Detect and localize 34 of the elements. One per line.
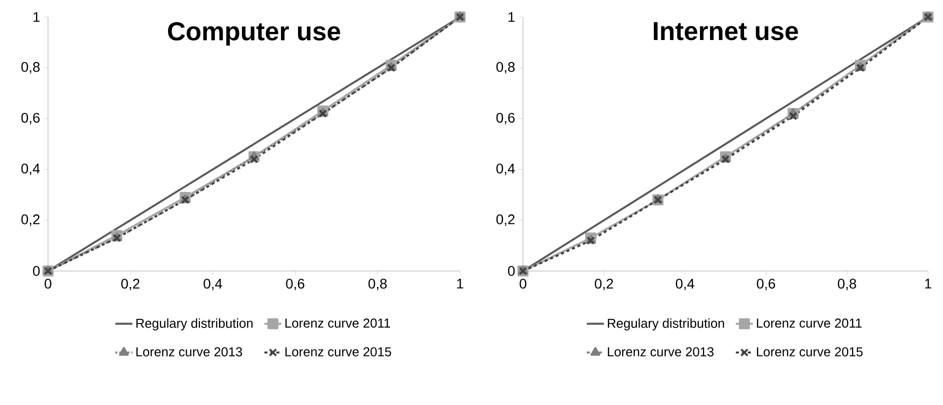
legend-label: Lorenz curve 2013 bbox=[136, 347, 242, 356]
legend-label: Regulary distribution bbox=[136, 318, 253, 330]
legend-label: Lorenz curve 2011 bbox=[285, 318, 390, 328]
x-tick-label: 0,4 bbox=[676, 278, 694, 290]
y-tick-label: 0,8 bbox=[496, 62, 515, 74]
y-tick-label: 0,4 bbox=[21, 164, 40, 176]
x-tick-label: 1 bbox=[457, 278, 464, 288]
y-tick-label: 0,2 bbox=[21, 214, 40, 226]
x-tick-label: 0,6 bbox=[286, 278, 304, 290]
y-tick-label: 0 bbox=[508, 266, 515, 276]
x-tick-label: 0,6 bbox=[756, 278, 776, 290]
legend-label: Lorenz curve 2015 bbox=[285, 347, 392, 356]
y-tick-label: 0,2 bbox=[496, 214, 515, 226]
y-tick-label: 0,6 bbox=[21, 112, 40, 124]
y-tick-label: 0 bbox=[33, 266, 40, 276]
legend-label: Lorenz curve 2015 bbox=[756, 347, 863, 356]
y-tick-label: 0,6 bbox=[496, 112, 515, 124]
x-tick-label: 0 bbox=[520, 278, 526, 289]
x-tick-label: 0,2 bbox=[594, 278, 614, 290]
x-tick-label: 0,8 bbox=[838, 278, 856, 290]
y-tick-label: 1 bbox=[34, 12, 40, 22]
chart-title: Internet use bbox=[654, 22, 798, 40]
chart-title: Computer use bbox=[168, 22, 340, 46]
legend-label: Regulary distribution bbox=[608, 318, 724, 330]
x-tick-label: 0,2 bbox=[121, 278, 140, 290]
legend-label: Lorenz curve 2013 bbox=[608, 347, 714, 356]
y-tick-label: 0,4 bbox=[496, 164, 515, 176]
x-tick-label: 1 bbox=[925, 278, 932, 288]
x-tick-label: 0,8 bbox=[368, 278, 387, 290]
x-tick-label: 0 bbox=[44, 278, 52, 289]
y-tick-label: 1 bbox=[508, 12, 515, 22]
legend-label: Lorenz curve 2011 bbox=[756, 318, 862, 328]
y-tick-label: 0,8 bbox=[21, 62, 40, 74]
x-tick-label: 0,4 bbox=[204, 278, 222, 290]
